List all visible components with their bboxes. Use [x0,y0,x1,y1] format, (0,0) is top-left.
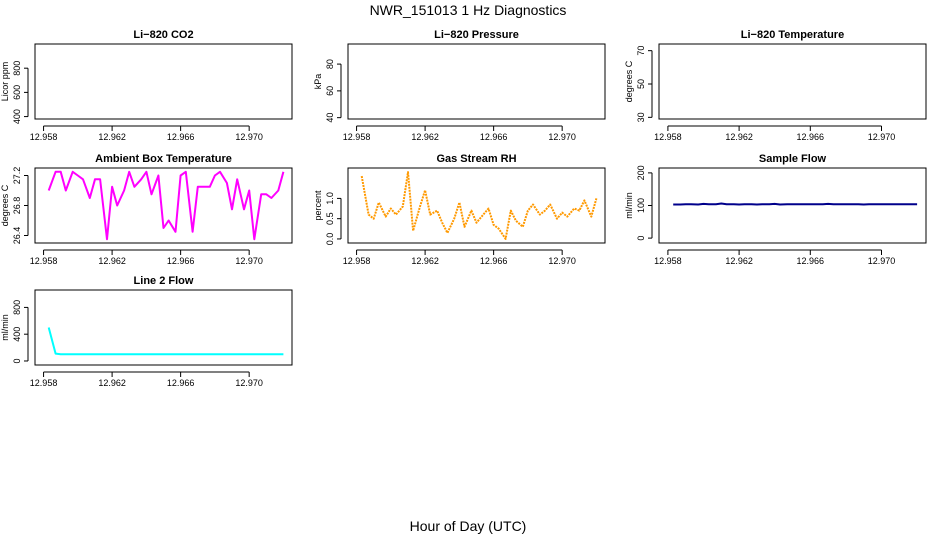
y-axis-label: degrees C [624,60,634,102]
panel-line-2-flow: Line 2 Flow 12.958 12.962 12.966 12.970 0 400 8… [0,275,293,388]
x-tick-label: 12.962 [411,132,439,142]
plot-frame [34,289,293,366]
series-line-line-2-flow [47,327,284,356]
series-line-sample-flow [673,202,918,206]
panel-li-820-pressure: Li−820 Pressure 12.958 12.962 12.966 12.970 4… [313,29,606,142]
x-tick-label: 12.958 [30,132,58,142]
figure-title: NWR_151013 1 Hz Diagnostics [369,2,567,18]
panel-title: Sample Flow [759,153,827,165]
x-tick-label: 12.970 [868,256,896,266]
panel-title: Ambient Box Temperature [95,153,232,165]
x-tick-label: 12.966 [797,132,825,142]
x-tick-label: 12.966 [167,256,195,266]
y-tick-label: 400 [12,109,22,124]
panel-li-820-temperature: Li−820 Temperature 12.958 12.962 12.966 12.9… [624,29,927,142]
x-tick-label: 12.958 [30,378,58,388]
x-tick-label: 12.966 [797,256,825,266]
plot-frame [34,43,293,120]
y-tick-label: 70 [636,46,646,56]
y-tick-label: 100 [636,198,646,213]
panel-title: Li−820 Pressure [434,29,519,41]
series-line-ambient-box-temperature [47,170,285,241]
x-tick-label: 12.970 [235,378,263,388]
panel-title: Line 2 Flow [134,275,194,287]
y-tick-label: 26.4 [12,227,22,245]
y-axis-label: Licor ppm [0,62,10,102]
y-tick-label: 600 [12,85,22,100]
panel-title: Li−820 CO2 [133,29,193,41]
panel-ambient-box-temperature: Ambient Box Temperature 12.958 12.962 12.96… [0,153,293,266]
y-axis-label: percent [313,190,323,221]
x-tick-label: 12.966 [480,132,508,142]
x-tick-label: 12.962 [98,378,126,388]
plot-frame [658,167,927,244]
y-tick-label: 800 [12,61,22,76]
y-tick-label: 0 [12,358,22,363]
y-tick-label: 0.0 [325,233,335,246]
x-tick-label: 12.970 [548,132,576,142]
x-tick-label: 12.970 [548,256,576,266]
y-axis-label: ml/min [0,314,10,341]
y-tick-label: 30 [636,112,646,122]
x-tick-label: 12.966 [167,378,195,388]
plot-frame [34,167,293,244]
y-axis-label: kPa [313,74,323,90]
x-tick-label: 12.962 [98,256,126,266]
x-tick-label: 12.958 [30,256,58,266]
x-tick-label: 12.966 [480,256,508,266]
x-tick-label: 12.966 [167,132,195,142]
y-axis-label: degrees C [0,184,10,226]
x-tick-label: 12.958 [654,132,682,142]
plot-frame [347,43,606,120]
panel-sample-flow: Sample Flow 12.958 12.962 12.966 12.970 0 100 2… [624,153,927,266]
x-tick-label: 12.970 [235,132,263,142]
y-tick-label: 0 [636,236,646,241]
x-tick-label: 12.962 [98,132,126,142]
y-tick-label: 26.8 [12,197,22,215]
panel-title: Li−820 Temperature [741,29,844,41]
x-tick-label: 12.958 [654,256,682,266]
panel-title: Gas Stream RH [436,153,516,165]
y-tick-label: 40 [325,113,335,123]
x-tick-label: 12.958 [343,132,371,142]
x-tick-label: 12.962 [725,256,753,266]
y-tick-label: 800 [12,300,22,315]
panel-li-820-co2: Li−820 CO2 12.958 12.962 12.966 12.970 400 600… [0,29,293,142]
x-tick-label: 12.958 [343,256,371,266]
y-tick-label: 200 [636,165,646,180]
x-tick-label: 12.970 [868,132,896,142]
y-tick-label: 1.0 [325,192,335,205]
panel-gas-stream-rh: Gas Stream RH 12.958 12.962 12.966 12.970 0.0… [313,153,606,266]
y-tick-label: 50 [636,79,646,89]
x-tick-label: 12.970 [235,256,263,266]
figure-x-axis-label: Hour of Day (UTC) [409,518,527,534]
plot-frame [347,167,606,244]
x-tick-label: 12.962 [411,256,439,266]
y-tick-label: 60 [325,86,335,96]
y-axis-label: ml/min [624,192,634,219]
y-tick-label: 400 [12,327,22,342]
series-line-gas-stream-rh [360,171,598,240]
y-tick-label: 0.5 [325,212,335,225]
y-tick-label: 80 [325,59,335,69]
y-tick-label: 27.2 [12,167,22,185]
plot-frame [658,43,927,120]
x-tick-label: 12.962 [725,132,753,142]
